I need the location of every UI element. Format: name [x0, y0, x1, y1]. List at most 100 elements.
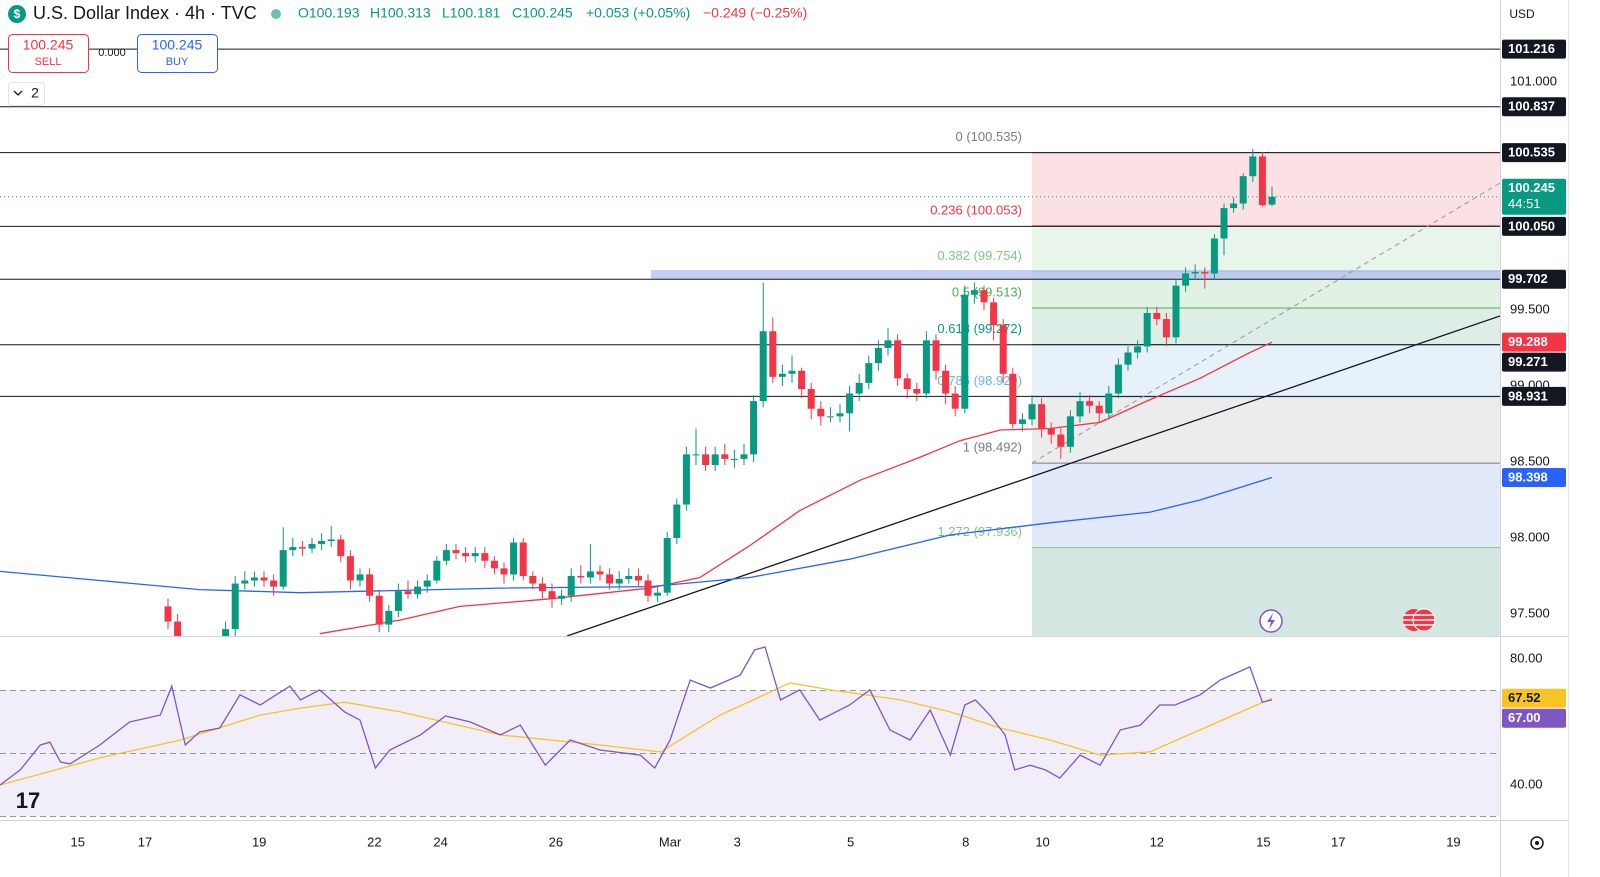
candle-body [404, 591, 412, 595]
price-label: 100.535 [1508, 145, 1555, 160]
buy-price[interactable]: 100.245 [152, 37, 203, 53]
candle-body [308, 544, 316, 549]
flag-stripes [1403, 614, 1435, 626]
candle-body [433, 560, 441, 581]
sell-label[interactable]: SELL [35, 56, 62, 68]
indicators-toggle[interactable] [8, 82, 45, 106]
candle-body [1066, 416, 1074, 447]
x-tick-label: 3 [734, 834, 741, 849]
price-label: 99.702 [1508, 271, 1548, 286]
x-tick-label: 17 [1331, 834, 1345, 849]
candle-body [289, 547, 297, 551]
candle-body [577, 575, 585, 578]
fib-band [1032, 463, 1500, 548]
candle-body [817, 408, 825, 417]
candle-body [1105, 393, 1113, 414]
candle-body [615, 578, 623, 584]
price-label-box [1502, 386, 1566, 406]
candle-body [327, 539, 335, 541]
candle-body [1134, 346, 1142, 353]
symbol-icon-glyph: $ [14, 7, 21, 21]
candle-body [942, 370, 950, 394]
candle-body [164, 606, 172, 622]
tv-logo[interactable]: 17 [16, 788, 40, 813]
price-label: 100.245 [1508, 180, 1555, 195]
price-label: 101.216 [1508, 41, 1555, 56]
price-label-box [1502, 97, 1566, 117]
candle-body [231, 583, 239, 630]
candle-body [519, 542, 527, 576]
price-label-box [1502, 332, 1566, 352]
candle-body [1009, 373, 1017, 424]
price-label: 67.00 [1508, 710, 1541, 725]
candle-body [644, 580, 652, 596]
x-tick-label: 19 [252, 834, 266, 849]
candle-body [270, 580, 278, 587]
fib-band [1032, 152, 1500, 226]
candle-body [1182, 273, 1190, 286]
symbol-icon [8, 5, 26, 23]
candle-body [1239, 176, 1247, 204]
candle-body [1210, 238, 1218, 274]
market-status[interactable] [271, 9, 281, 19]
candle-body [1268, 196, 1276, 205]
candle-body [874, 347, 882, 364]
candle-body [730, 458, 738, 460]
candle-body [1095, 405, 1103, 414]
ohlc-low: L100.181 [442, 5, 501, 21]
x-tick-label: 19 [1446, 834, 1460, 849]
candle-body [250, 577, 258, 581]
trend-line [566, 315, 1500, 636]
candle-body [1230, 203, 1238, 209]
fib-label: 0.236 (100.053) [930, 202, 1022, 217]
candle-body [529, 575, 537, 584]
indicators-count[interactable]: 2 [31, 85, 39, 101]
candle-body [481, 553, 489, 561]
y-tick-label: 98.500 [1510, 453, 1550, 468]
candle-body [366, 574, 374, 596]
candle-body [692, 454, 700, 456]
ohlc-change: +0.053 (+0.05%) [586, 5, 690, 21]
sell-price[interactable]: 100.245 [23, 37, 74, 53]
buy-button[interactable] [137, 34, 218, 73]
candle-body [462, 553, 470, 557]
candle-body [1114, 364, 1122, 394]
candle-body [721, 454, 729, 459]
x-tick-label: 22 [367, 834, 381, 849]
candle-body [279, 550, 287, 587]
candle-body [375, 595, 383, 625]
settings-icon[interactable] [1530, 836, 1544, 850]
x-tick-label: 17 [138, 834, 152, 849]
y-tick-label: 98.000 [1510, 529, 1550, 544]
candle-body [558, 595, 566, 599]
symbol-title[interactable]: U.S. Dollar Index · 4h · TVC [33, 3, 257, 23]
candle-body [750, 401, 758, 455]
candle-body [999, 325, 1007, 374]
ohlc-change-2: −0.249 (−0.25%) [703, 5, 807, 21]
candle-body [778, 373, 786, 377]
price-label: 67.52 [1508, 690, 1541, 705]
candle-body [1258, 156, 1266, 206]
rsi-tick-label: 80.00 [1510, 650, 1543, 665]
price-label-box [1502, 143, 1566, 163]
candle-body [711, 454, 719, 465]
level-layer [0, 48, 1500, 397]
ohlc-high: H100.313 [370, 5, 431, 21]
candle-body [1047, 428, 1055, 435]
buy-label[interactable]: BUY [166, 56, 189, 68]
candle-body [1124, 352, 1132, 365]
spread: 0.000 [98, 47, 126, 59]
fib-band [1032, 344, 1500, 397]
rsi-tick-label: 40.00 [1510, 776, 1543, 791]
ohlc-open: O100.193 [298, 5, 360, 21]
candle-body [1143, 312, 1151, 347]
candle-body [442, 550, 450, 561]
x-tick-label: 24 [433, 834, 447, 849]
sell-button[interactable] [8, 34, 89, 73]
currency[interactable]: USD [1509, 7, 1535, 21]
candle-body [1172, 285, 1180, 338]
candle-body [740, 454, 748, 459]
candle-body [385, 610, 393, 625]
